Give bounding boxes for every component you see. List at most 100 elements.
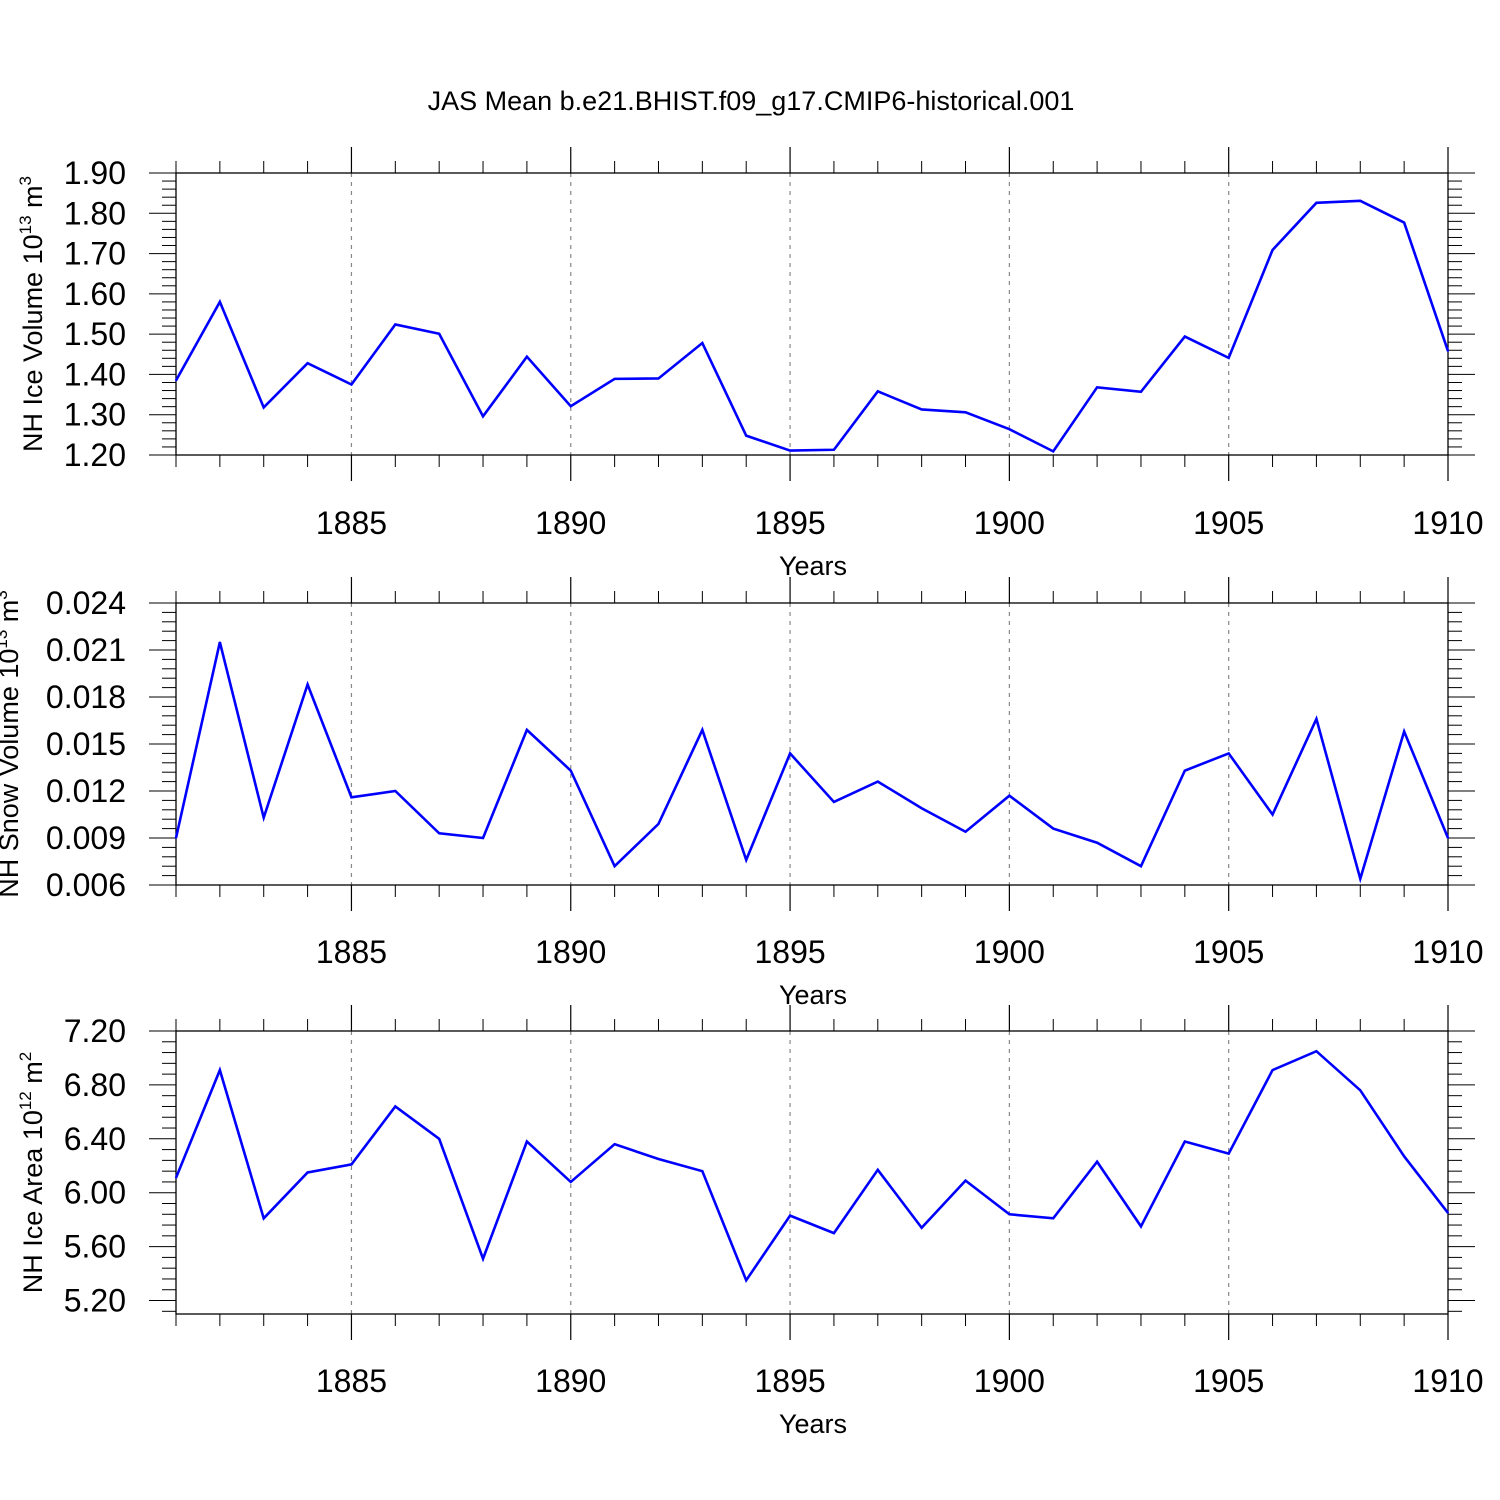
x-tick-label: 1890 <box>535 505 606 541</box>
data-point <box>1447 1212 1449 1214</box>
data-point <box>1447 350 1449 352</box>
data-point <box>262 816 265 819</box>
data-point <box>1227 357 1230 359</box>
data-point <box>306 683 309 686</box>
data-point <box>701 729 704 731</box>
data-point <box>1008 1213 1011 1216</box>
series-line <box>174 1049 1450 1284</box>
y-tick-label: 6.00 <box>64 1175 126 1211</box>
data-point <box>964 830 967 833</box>
x-axis-label: Years <box>779 1409 847 1439</box>
y-tick-label: 0.024 <box>46 585 126 621</box>
data-point <box>1315 718 1318 720</box>
chart-panel-3: 1885 1890 1895 1900 1905 1910 5.20 5.60 6.00 6.40… <box>16 1005 1484 1439</box>
chart-panel-1: 1885 1890 1895 1900 1905 1910 1.20 1.30 1.40 1.50… <box>16 147 1484 581</box>
data-point <box>1140 865 1142 867</box>
series-line <box>174 641 1450 884</box>
y-axis-label: NH Ice Volume 1013 m3 <box>16 176 48 452</box>
y-tick-label: 7.20 <box>64 1013 126 1049</box>
x-tick-label: 1885 <box>316 1363 387 1399</box>
data-point <box>1315 202 1318 204</box>
data-point <box>1271 813 1274 816</box>
data-point <box>1052 1217 1055 1220</box>
data-point <box>175 837 177 839</box>
data-point <box>569 769 572 772</box>
y-axis-label-text: NH Ice Area 10 <box>18 1110 48 1293</box>
x-tick-label: 1910 <box>1412 934 1483 970</box>
data-point <box>262 406 265 409</box>
y-tick-label: 1.80 <box>64 195 126 231</box>
data-point <box>745 434 748 437</box>
y-tick-label: 1.90 <box>64 155 126 191</box>
data-point <box>438 332 440 335</box>
x-tick-label: 1910 <box>1412 1363 1483 1399</box>
x-tick-label: 1890 <box>535 1363 606 1399</box>
data-point <box>1271 1069 1274 1071</box>
data-point <box>613 1143 616 1145</box>
x-tick-label: 1900 <box>974 1363 1045 1399</box>
data-point <box>1403 1155 1405 1158</box>
data-point <box>175 379 177 382</box>
x-tick-label: 1910 <box>1412 505 1483 541</box>
data-point <box>1359 199 1362 202</box>
data-point <box>219 641 221 643</box>
data-point <box>876 780 879 783</box>
data-point <box>350 796 353 799</box>
y-tick-label: 0.015 <box>46 726 126 762</box>
x-tick-label: 1885 <box>316 934 387 970</box>
data-point <box>876 390 879 393</box>
data-point <box>1184 769 1186 772</box>
data-point <box>1227 1152 1230 1155</box>
data-point <box>920 1226 923 1229</box>
y-axis-label-unit: m <box>18 1061 48 1091</box>
y-tick-label: 0.018 <box>46 679 126 715</box>
x-tick-label: 1905 <box>1193 1363 1264 1399</box>
y-tick-label: 1.50 <box>64 316 126 352</box>
data-point <box>394 323 397 326</box>
y-tick-label: 1.20 <box>64 437 126 473</box>
data-point <box>789 1214 791 1217</box>
data-point <box>1359 877 1362 880</box>
data-point <box>306 362 309 364</box>
y-tick-label: 0.006 <box>46 867 126 903</box>
data-point <box>657 1158 660 1160</box>
y-axis-label-unit-exponent: 3 <box>0 590 11 599</box>
y-axis-label-unit-exponent: 3 <box>16 176 35 185</box>
data-point <box>1140 390 1142 393</box>
data-point <box>1052 450 1055 453</box>
panels-container: 1885 1890 1895 1900 1905 1910 1.20 1.30 1.40 1.50… <box>0 147 1484 1439</box>
data-point <box>613 865 616 867</box>
data-point <box>1315 1050 1318 1053</box>
data-point <box>1096 386 1098 389</box>
y-axis-label: NH Snow Volume 1013 m3 <box>0 590 24 898</box>
y-tick-label: 6.80 <box>64 1067 126 1103</box>
y-tick-label: 1.60 <box>64 276 126 312</box>
data-point <box>175 1177 177 1179</box>
data-point <box>1227 752 1230 755</box>
data-point <box>1184 1140 1186 1143</box>
y-axis-label-exponent: 12 <box>16 1091 35 1110</box>
data-point <box>482 837 484 839</box>
data-point <box>657 823 660 825</box>
y-axis-label-text: NH Ice Volume 10 <box>18 234 48 452</box>
y-tick-label: 0.021 <box>46 632 126 668</box>
y-tick-label: 5.20 <box>64 1283 126 1319</box>
data-point <box>262 1217 265 1220</box>
data-point <box>394 790 397 792</box>
data-point <box>920 408 923 411</box>
x-tick-label: 1895 <box>754 934 825 970</box>
plot-frame <box>175 602 1449 886</box>
data-point <box>789 752 791 755</box>
figure-title: JAS Mean b.e21.BHIST.f09_g17.CMIP6-histo… <box>428 86 1075 116</box>
data-point <box>219 301 221 303</box>
data-point <box>482 1257 484 1260</box>
data-point <box>920 807 923 810</box>
data-point <box>482 415 484 418</box>
data-point <box>1447 837 1449 839</box>
data-point <box>569 405 572 408</box>
y-axis-label-text: NH Snow Volume 10 <box>0 649 24 898</box>
y-axis-label-exponent: 13 <box>0 630 11 649</box>
data-point <box>526 729 528 731</box>
y-tick-label: 0.012 <box>46 773 126 809</box>
